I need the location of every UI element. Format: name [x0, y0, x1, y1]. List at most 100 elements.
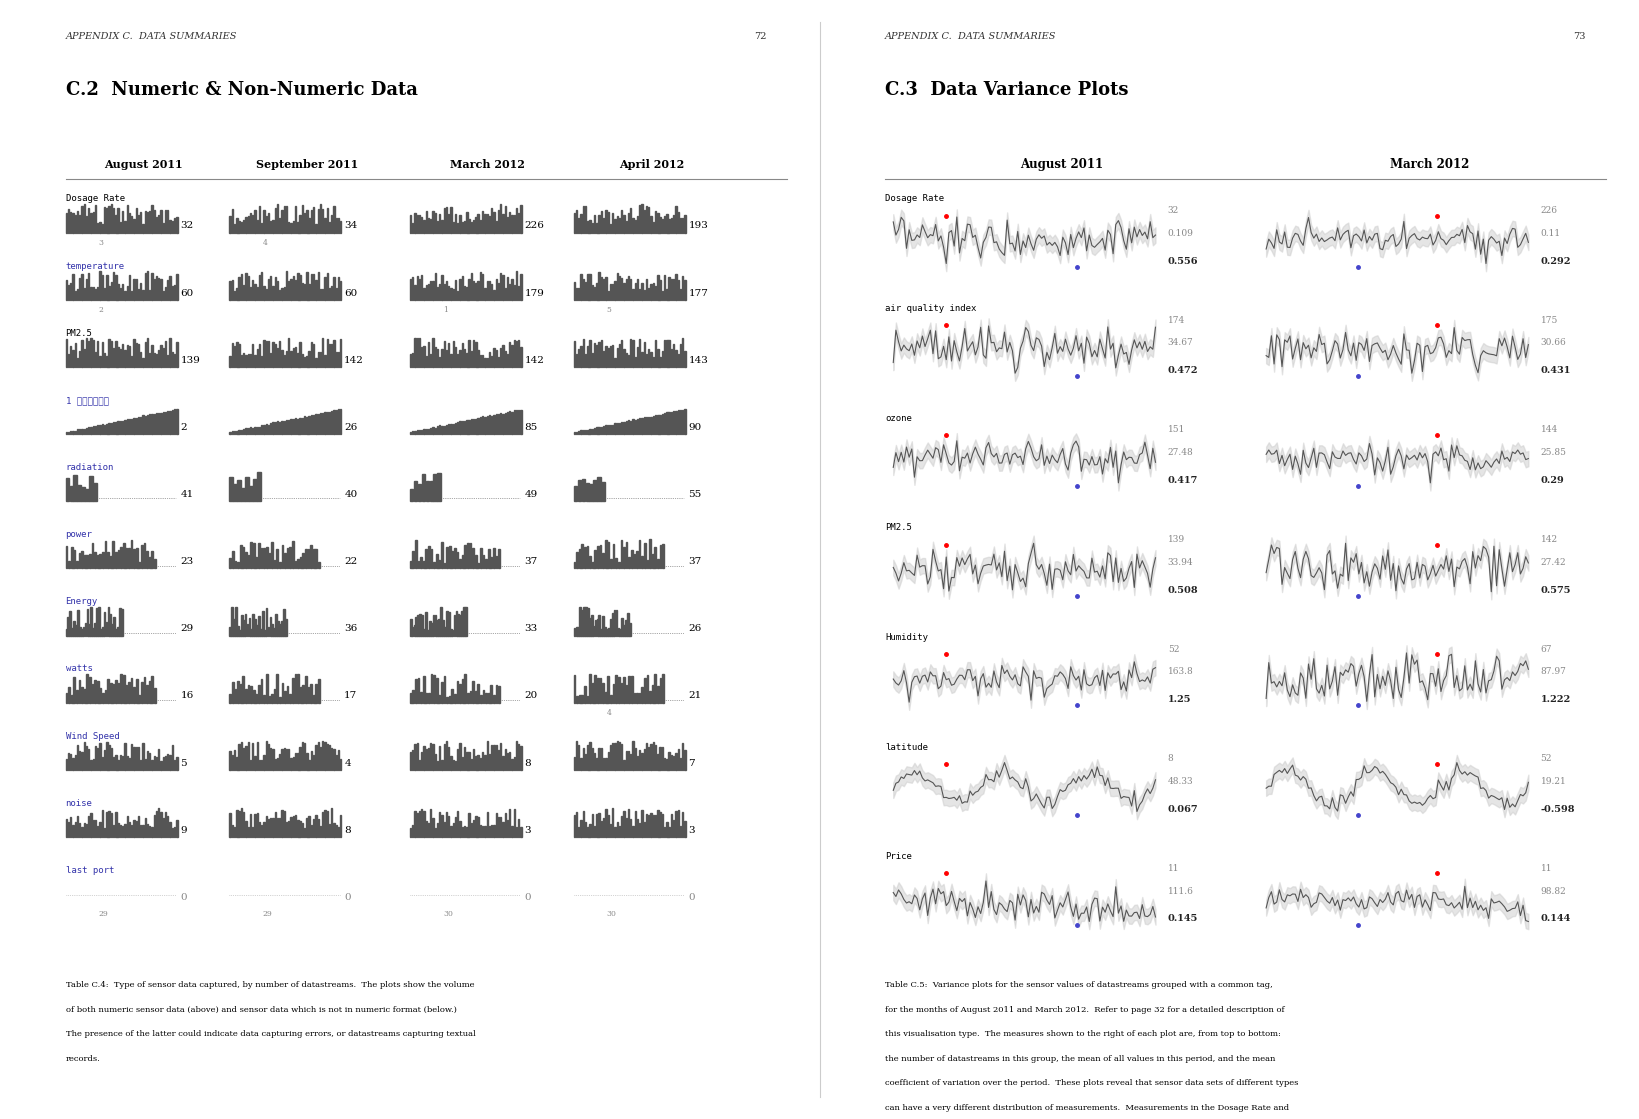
Text: 36: 36: [344, 624, 357, 633]
Bar: [136, 679, 138, 703]
Text: 52: 52: [1541, 754, 1552, 763]
Bar: [246, 477, 249, 501]
Bar: [126, 685, 128, 703]
Bar: [315, 549, 316, 568]
Bar: [103, 612, 105, 636]
Bar: [462, 679, 464, 703]
Bar: [447, 612, 449, 636]
Bar: [89, 554, 90, 568]
Bar: [413, 624, 415, 636]
Bar: [79, 627, 80, 636]
Bar: [451, 551, 452, 568]
Text: Dosage Rate: Dosage Rate: [885, 195, 944, 204]
Bar: [229, 477, 233, 501]
Bar: [423, 561, 425, 568]
Bar: [611, 613, 613, 636]
Bar: [590, 556, 592, 568]
Text: September 2011: September 2011: [256, 159, 359, 170]
Bar: [100, 554, 102, 568]
Text: 139: 139: [180, 356, 200, 365]
Text: 32: 32: [180, 222, 193, 231]
Bar: [257, 472, 261, 501]
Text: 226: 226: [1541, 206, 1557, 215]
Bar: [602, 482, 605, 501]
Bar: [605, 627, 606, 636]
Text: 11: 11: [1541, 864, 1552, 873]
Bar: [107, 552, 108, 568]
Bar: [262, 611, 264, 636]
Bar: [418, 485, 421, 501]
Bar: [482, 555, 485, 568]
Bar: [587, 608, 588, 636]
Bar: [102, 693, 103, 703]
Bar: [251, 542, 252, 568]
Bar: [154, 688, 156, 703]
Bar: [75, 690, 77, 703]
Text: 3: 3: [524, 826, 531, 835]
Text: 5: 5: [606, 307, 611, 314]
Bar: [452, 630, 454, 636]
Bar: [138, 695, 141, 703]
Text: 3: 3: [688, 826, 695, 835]
Bar: [459, 558, 461, 568]
Bar: [631, 551, 633, 568]
Bar: [413, 551, 415, 568]
Bar: [410, 694, 411, 703]
Text: 163.8: 163.8: [1167, 667, 1193, 677]
Bar: [477, 685, 479, 703]
Bar: [269, 617, 272, 636]
Bar: [279, 562, 280, 568]
Bar: [118, 549, 120, 568]
Bar: [613, 544, 615, 568]
Text: 60: 60: [180, 289, 193, 298]
Text: 87.97: 87.97: [1541, 667, 1567, 677]
Bar: [420, 557, 421, 568]
Bar: [597, 546, 598, 568]
Bar: [300, 687, 302, 703]
Bar: [233, 483, 238, 501]
Bar: [295, 675, 297, 703]
Text: latitude: latitude: [885, 743, 928, 752]
Bar: [244, 613, 246, 636]
Bar: [151, 551, 152, 568]
Bar: [418, 615, 420, 636]
Text: 40: 40: [344, 490, 357, 499]
Text: 1.222: 1.222: [1541, 695, 1570, 704]
Bar: [592, 562, 593, 568]
Bar: [426, 693, 428, 703]
Bar: [595, 620, 597, 636]
Bar: [626, 543, 628, 568]
Bar: [110, 683, 111, 703]
Bar: [657, 560, 659, 568]
Bar: [590, 675, 592, 703]
Bar: [84, 689, 85, 703]
Bar: [238, 562, 239, 568]
Bar: [641, 556, 642, 568]
Bar: [79, 679, 80, 703]
Bar: [602, 553, 605, 568]
Bar: [102, 552, 103, 568]
Text: 0.508: 0.508: [1167, 585, 1198, 594]
Text: 26: 26: [344, 423, 357, 432]
Bar: [229, 557, 231, 568]
Bar: [606, 630, 608, 636]
Bar: [151, 676, 152, 703]
Bar: [454, 694, 456, 703]
Text: Dosage Rate: Dosage Rate: [66, 195, 125, 204]
Bar: [277, 675, 279, 703]
Text: 8: 8: [524, 759, 531, 768]
Bar: [659, 678, 661, 703]
Bar: [238, 626, 239, 636]
Text: 9: 9: [180, 826, 187, 835]
Text: 0: 0: [524, 893, 531, 902]
Bar: [233, 551, 234, 568]
Bar: [579, 608, 582, 636]
Bar: [284, 609, 285, 636]
Text: 30: 30: [443, 911, 452, 919]
Bar: [654, 547, 656, 568]
Bar: [246, 688, 247, 703]
Text: Wind Speed: Wind Speed: [66, 732, 120, 741]
Bar: [620, 629, 621, 636]
Bar: [87, 609, 89, 636]
Text: noise: noise: [66, 799, 92, 808]
